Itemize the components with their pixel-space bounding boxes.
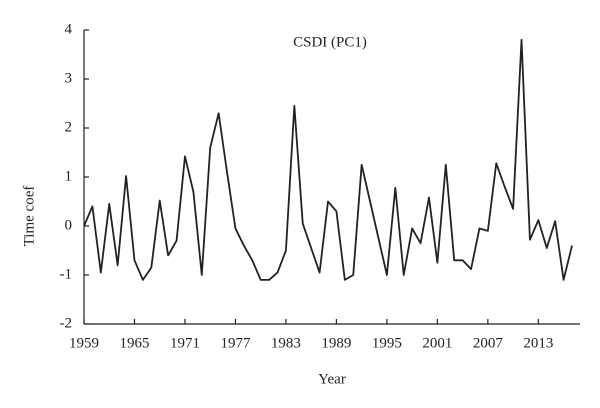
y-axis-label: Time coef [21, 186, 37, 247]
x-tick-label: 1995 [372, 335, 402, 351]
chart-title: CSDI (PC1) [293, 34, 367, 50]
y-tick-label: 0 [65, 217, 73, 233]
y-tick-label: 2 [65, 119, 73, 135]
x-tick-label: 2001 [422, 335, 452, 351]
x-tick-label: 2007 [473, 335, 504, 351]
x-tick-label: 1959 [69, 335, 99, 351]
y-tick-label: -2 [60, 315, 73, 331]
y-tick-label: 1 [65, 168, 73, 184]
y-tick-label: 3 [65, 70, 73, 86]
x-tick-label: 1965 [119, 335, 149, 351]
x-axis-label: Year [318, 371, 346, 387]
data-line [83, 38, 573, 281]
x-tick-label: 1977 [220, 335, 251, 351]
x-tick-label: 1971 [170, 335, 200, 351]
x-tick-label: 2013 [523, 335, 553, 351]
y-tick-label: -1 [60, 266, 73, 282]
x-tick-label: 1989 [321, 335, 351, 351]
y-tick-label: 4 [65, 21, 73, 37]
x-tick-label: 1983 [271, 335, 301, 351]
